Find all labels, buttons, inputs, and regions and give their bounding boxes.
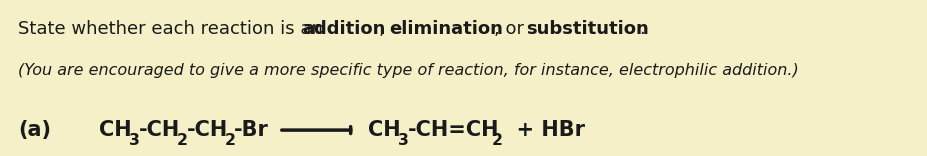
Text: -CH: -CH xyxy=(139,120,180,140)
Text: 2: 2 xyxy=(176,133,187,148)
Text: -CH=CH: -CH=CH xyxy=(408,120,499,140)
Text: (You are encouraged to give a more specific type of reaction, for instance, elec: (You are encouraged to give a more speci… xyxy=(19,63,798,78)
Text: .: . xyxy=(638,20,644,38)
Text: ,: , xyxy=(378,20,390,38)
Text: 3: 3 xyxy=(129,133,140,148)
Text: , or: , or xyxy=(493,20,529,38)
Text: 2: 2 xyxy=(224,133,235,148)
Text: -CH: -CH xyxy=(186,120,227,140)
Text: addition: addition xyxy=(302,20,386,38)
Text: CH: CH xyxy=(99,120,132,140)
Text: State whether each reaction is an: State whether each reaction is an xyxy=(19,20,329,38)
Text: CH: CH xyxy=(368,120,400,140)
Text: substitution: substitution xyxy=(526,20,649,38)
Text: (a): (a) xyxy=(19,120,51,140)
Text: 3: 3 xyxy=(398,133,409,148)
Text: + HBr: + HBr xyxy=(502,120,584,140)
Text: -Br: -Br xyxy=(234,120,269,140)
Text: 2: 2 xyxy=(491,133,502,148)
Text: elimination: elimination xyxy=(389,20,502,38)
